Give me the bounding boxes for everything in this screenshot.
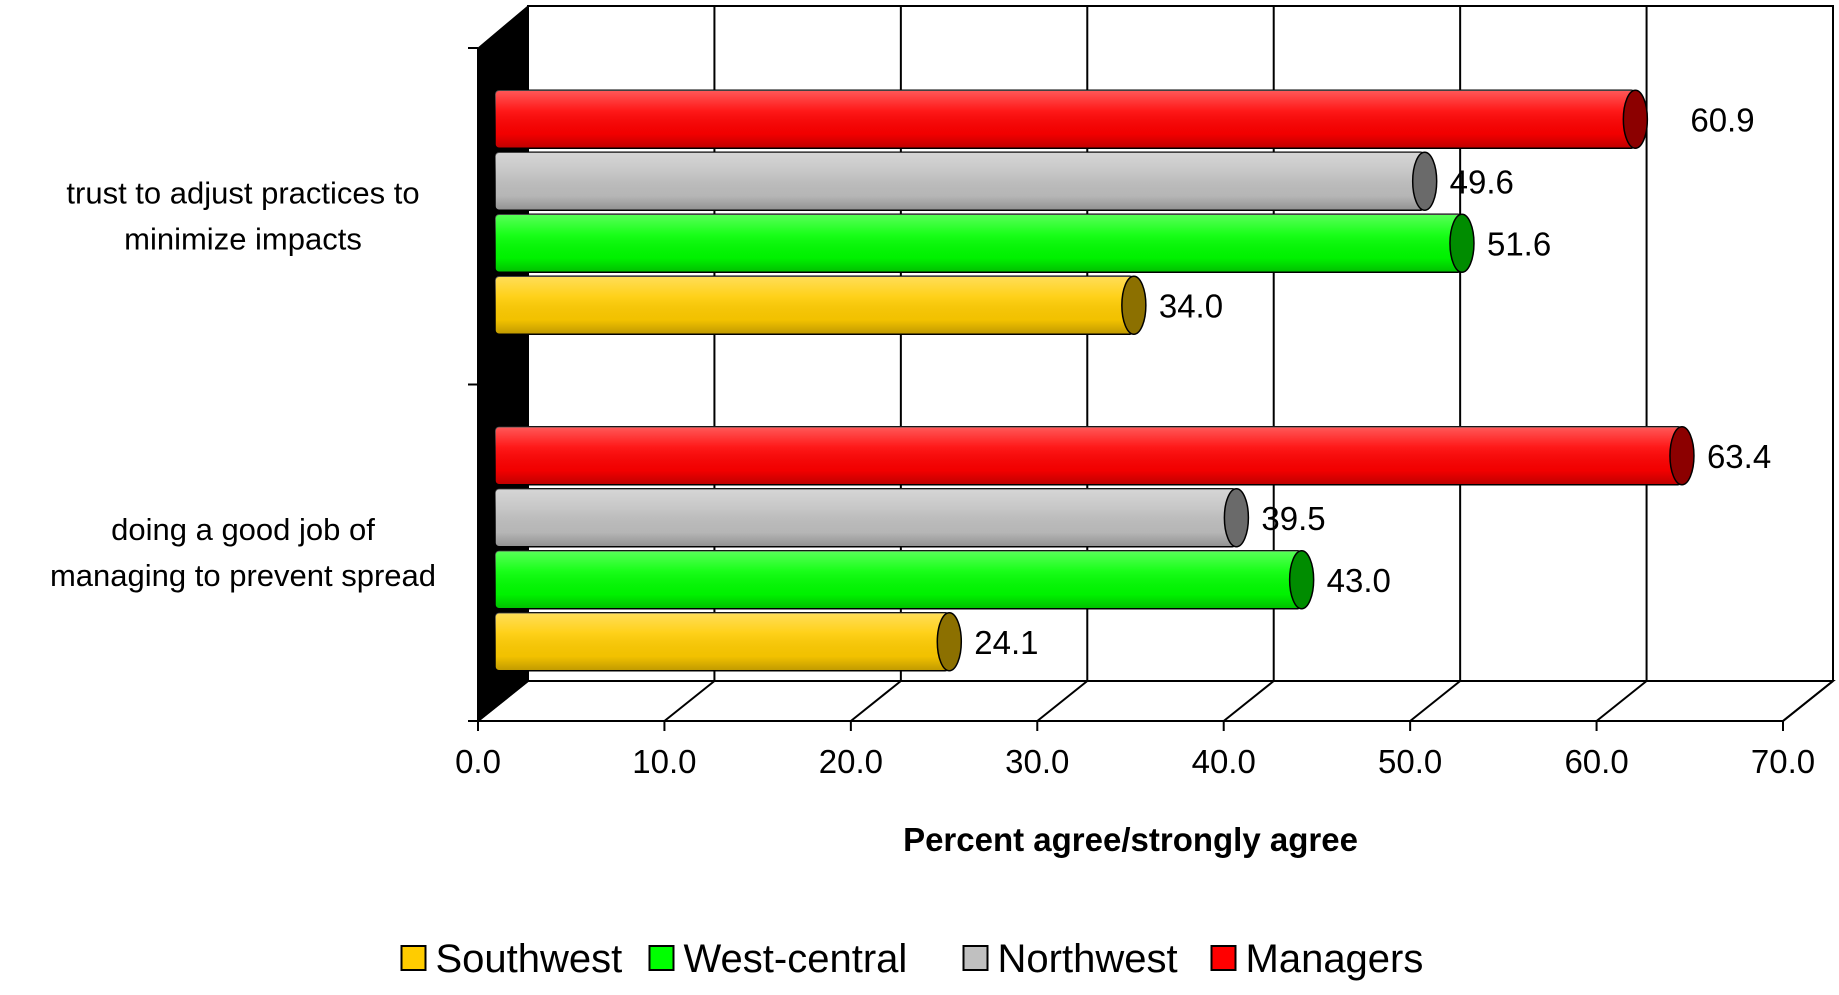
- x-tick-label: 30.0: [1005, 743, 1069, 780]
- x-tick-label: 60.0: [1564, 743, 1628, 780]
- bar-end-cap: [1121, 275, 1147, 335]
- value-labels: 60.9 49.6 51.6 34.0 63.4 39.543.0 24.1: [974, 101, 1771, 661]
- x-tick-label: 0.0: [455, 743, 501, 780]
- floor-gridline: [663, 680, 716, 722]
- bars: [494, 89, 1695, 672]
- floor-gridline: [1036, 680, 1088, 722]
- data-label: 63.4: [1707, 438, 1771, 475]
- x-tick-label: 40.0: [1192, 743, 1256, 780]
- floor-gridline: [1409, 680, 1461, 722]
- bar-shading: [495, 612, 950, 671]
- category-label-line: minimize impacts: [124, 221, 362, 256]
- floor-gridline: [850, 680, 902, 722]
- data-label: 51.6: [1487, 225, 1551, 262]
- bar-end-cap: [1669, 426, 1695, 486]
- bar-shading: [495, 276, 1134, 335]
- category-label-line: doing a good job of: [111, 512, 375, 547]
- category-label-line: managing to prevent spread: [50, 558, 436, 593]
- bar-end-cap: [1449, 213, 1475, 273]
- legend: Southwest West-central Northwest Managers: [400, 937, 1424, 981]
- bar-shading: [495, 426, 1682, 485]
- legend-swatch: [648, 945, 675, 971]
- x-axis-title: Percent agree/strongly agree: [903, 821, 1358, 858]
- x-tick-label: 20.0: [819, 743, 883, 780]
- bar-shading: [495, 152, 1425, 211]
- x-tick-label: 10.0: [632, 743, 696, 780]
- bar-shading: [495, 488, 1237, 547]
- bar-end-cap: [1622, 89, 1649, 149]
- legend-label: Southwest: [436, 937, 623, 981]
- data-label: 39.5: [1261, 500, 1325, 537]
- category-labels: trust to adjust practices to minimize imp…: [50, 175, 436, 593]
- legend-label: Managers: [1246, 937, 1424, 981]
- bar-end-cap: [1288, 550, 1315, 610]
- data-label: 49.6: [1450, 163, 1514, 200]
- x-tick-label: 50.0: [1378, 743, 1442, 780]
- floor-gridline: [477, 680, 529, 722]
- data-label: 24.1: [974, 624, 1038, 661]
- legend-swatch: [400, 945, 427, 971]
- bar-end-cap: [936, 612, 963, 672]
- legend-label: Northwest: [998, 937, 1178, 981]
- floor: [475, 680, 1836, 722]
- category-label: doing a good job of managing to prevent s…: [50, 512, 436, 593]
- x-axis: 0.0 10.0 20.0 30.0 40.0 50.0 60.0 70.0: [455, 47, 1815, 780]
- category-label: trust to adjust practices to minimize imp…: [66, 175, 419, 256]
- data-label: 43.0: [1327, 562, 1391, 599]
- bar-end-cap: [1411, 151, 1438, 211]
- x-tick-label: 70.0: [1751, 743, 1815, 780]
- floor-gridline: [1595, 680, 1648, 722]
- bar-shading: [495, 90, 1636, 149]
- legend-swatch: [962, 945, 989, 971]
- data-label: 60.9: [1690, 101, 1754, 138]
- data-label: 34.0: [1159, 287, 1223, 324]
- legend-swatch: [1210, 945, 1237, 971]
- bar-shading: [495, 550, 1302, 609]
- floor-gridline: [1782, 680, 1834, 722]
- floor-gridline: [1223, 680, 1275, 722]
- bar-shading: [495, 214, 1462, 273]
- legend-label: West-central: [684, 937, 908, 981]
- category-label-line: trust to adjust practices to: [66, 175, 419, 210]
- bar-end-cap: [1223, 488, 1250, 548]
